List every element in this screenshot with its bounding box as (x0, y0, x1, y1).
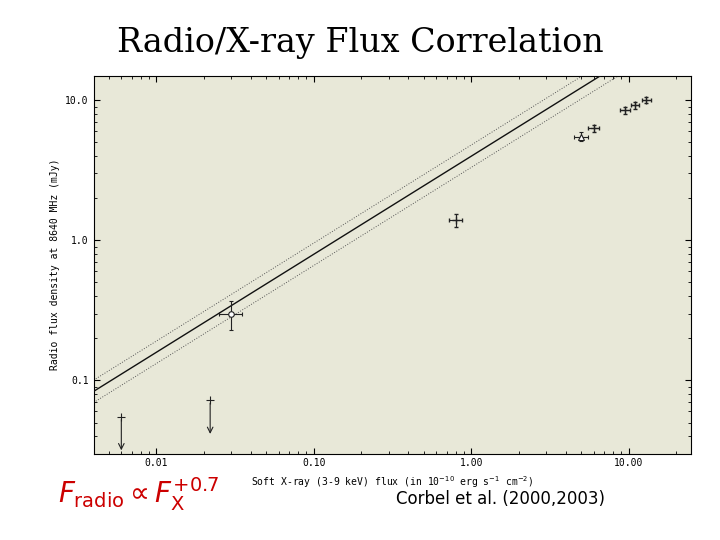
Y-axis label: Radio flux density at 8640 MHz (mJy): Radio flux density at 8640 MHz (mJy) (50, 159, 60, 370)
Text: $F_{\mathrm{radio}} \propto F_{\mathrm{X}}^{+0.7}$: $F_{\mathrm{radio}} \propto F_{\mathrm{X… (58, 475, 219, 513)
Text: Corbel et al. (2000,2003): Corbel et al. (2000,2003) (396, 490, 605, 508)
Text: Radio/X-ray Flux Correlation: Radio/X-ray Flux Correlation (117, 27, 603, 59)
X-axis label: Soft X-ray (3-9 keV) flux (in 10$^{-10}$ erg s$^{-1}$ cm$^{-2}$): Soft X-ray (3-9 keV) flux (in 10$^{-10}$… (251, 474, 534, 490)
